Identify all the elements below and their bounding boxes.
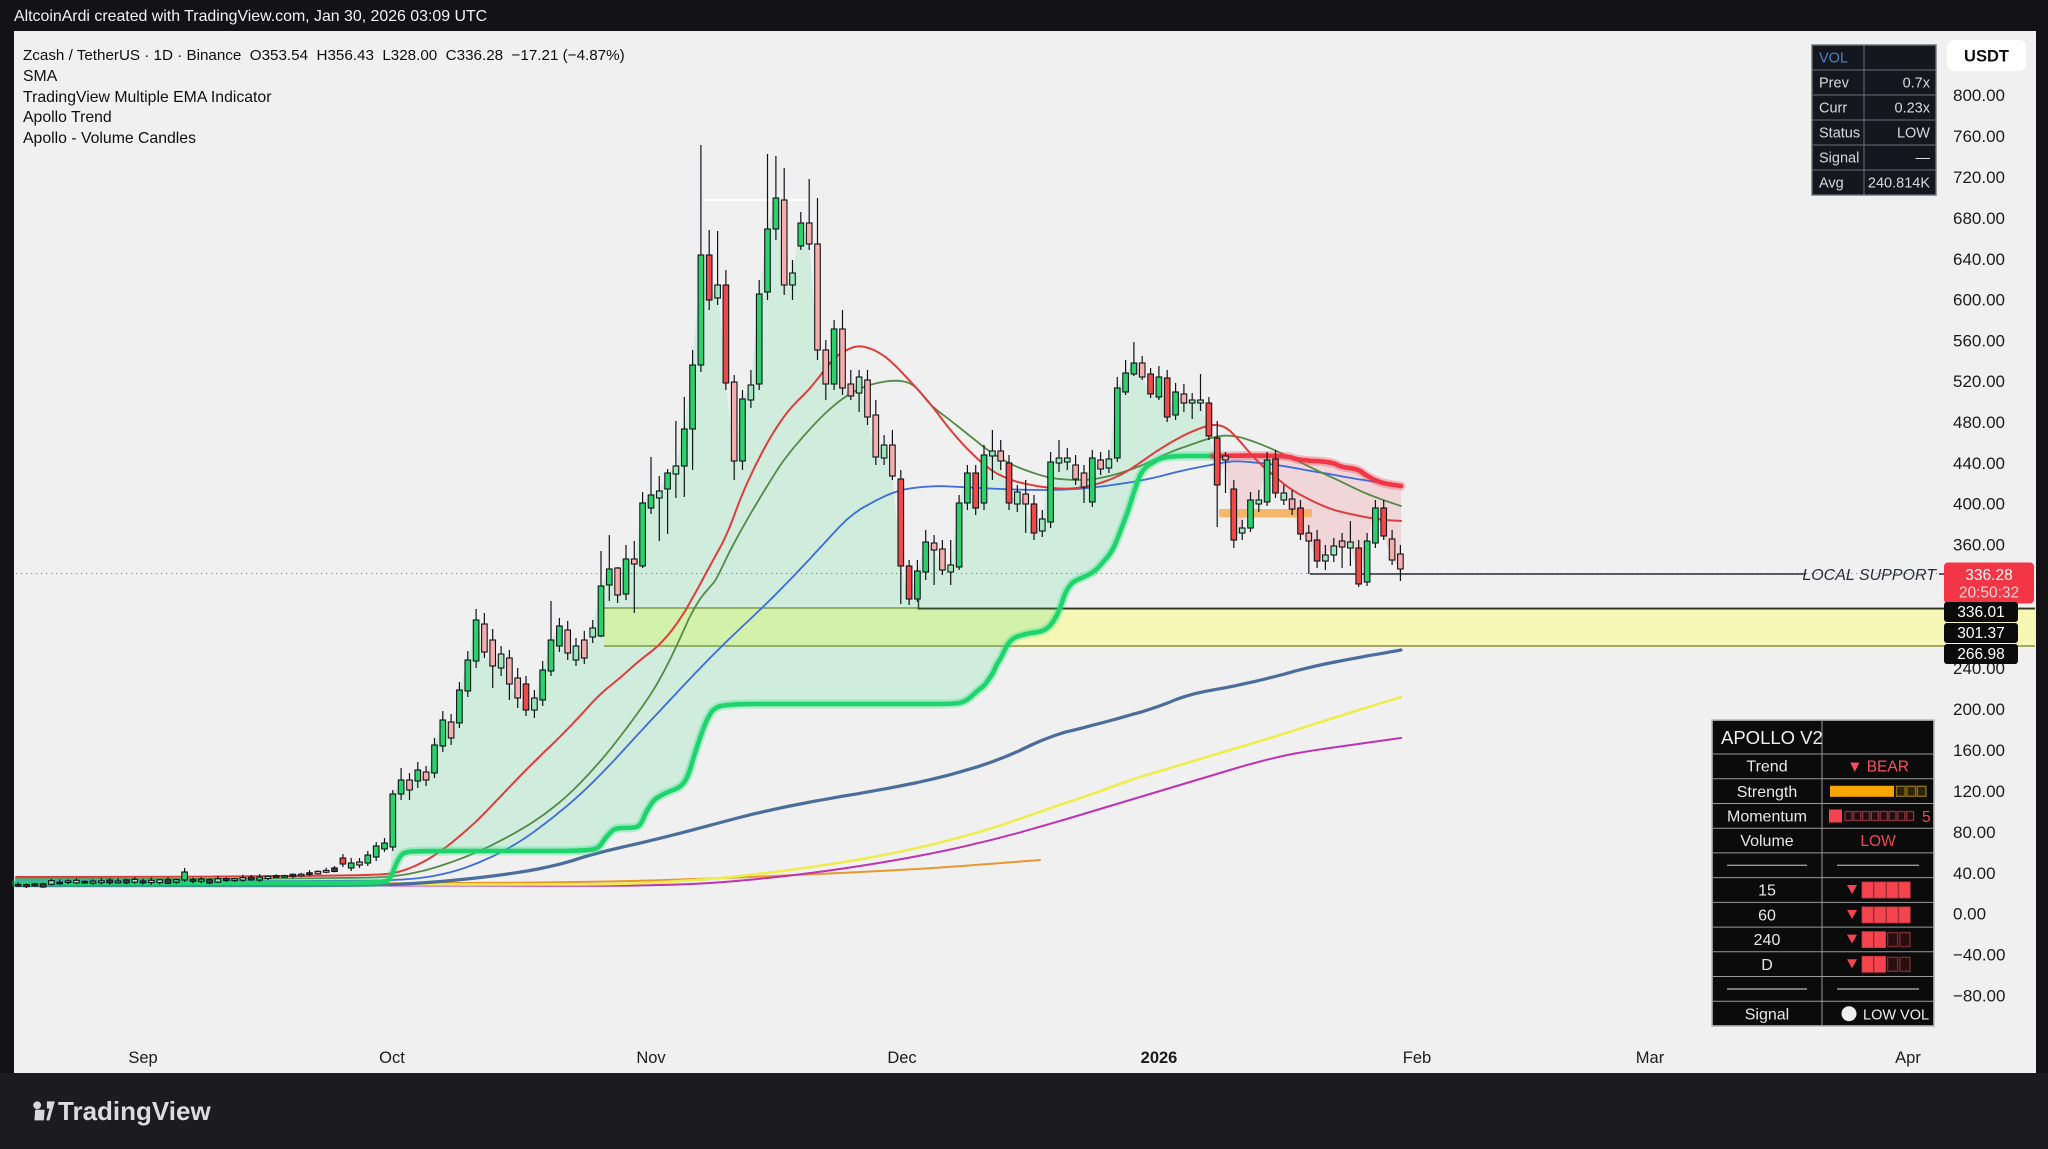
svg-text:TradingView: TradingView [58, 1096, 211, 1126]
svg-text:USDT: USDT [1964, 48, 2009, 66]
svg-text:0.7x: 0.7x [1903, 76, 1931, 92]
svg-text:600.00: 600.00 [1953, 291, 2005, 310]
svg-text:266.98: 266.98 [1957, 646, 2004, 663]
svg-text:336.28: 336.28 [1965, 567, 2012, 584]
svg-text:336.01: 336.01 [1957, 604, 2004, 621]
svg-text:40.00: 40.00 [1953, 864, 1996, 883]
svg-text:Prev: Prev [1819, 76, 1850, 92]
svg-text:Trend: Trend [1746, 759, 1787, 776]
svg-text:VOL: VOL [1819, 51, 1848, 67]
svg-text:560.00: 560.00 [1953, 332, 2005, 351]
svg-text:Zcash / TetherUS · 1D · Binanc: Zcash / TetherUS · 1D · Binance O353.54 … [23, 47, 625, 64]
svg-text:Oct: Oct [379, 1049, 405, 1067]
svg-text:800.00: 800.00 [1953, 86, 2005, 105]
svg-text:LOW: LOW [1860, 833, 1896, 850]
svg-text:D: D [1761, 957, 1773, 974]
svg-text:SMA: SMA [23, 68, 58, 85]
svg-text:Apr: Apr [1895, 1049, 1921, 1067]
svg-text:Curr: Curr [1819, 101, 1847, 117]
svg-text:LOCAL SUPPORT: LOCAL SUPPORT [1802, 567, 1937, 584]
svg-text:Signal: Signal [1819, 151, 1859, 167]
svg-text:Apollo Trend: Apollo Trend [23, 109, 112, 126]
svg-text:80.00: 80.00 [1953, 823, 1996, 842]
svg-text:−40.00: −40.00 [1953, 946, 2005, 965]
svg-text:200.00: 200.00 [1953, 700, 2005, 719]
svg-text:120.00: 120.00 [1953, 782, 2005, 801]
svg-text:—: — [1916, 151, 1931, 167]
svg-text:APOLLO V2: APOLLO V2 [1721, 727, 1823, 748]
svg-text:TradingView Multiple EMA Indic: TradingView Multiple EMA Indicator [23, 89, 271, 106]
svg-text:Dec: Dec [887, 1049, 916, 1067]
svg-text:20:50:32: 20:50:32 [1959, 585, 2019, 602]
svg-text:2026: 2026 [1141, 1049, 1178, 1067]
svg-text:Apollo - Volume Candles: Apollo - Volume Candles [23, 130, 196, 147]
svg-text:160.00: 160.00 [1953, 741, 2005, 760]
svg-text:Feb: Feb [1403, 1049, 1431, 1067]
svg-text:Volume: Volume [1740, 833, 1793, 850]
svg-text:360.00: 360.00 [1953, 536, 2005, 555]
svg-text:60: 60 [1758, 907, 1776, 924]
svg-text:LOW: LOW [1897, 126, 1930, 142]
svg-text:Nov: Nov [636, 1049, 666, 1067]
svg-text:LOW VOL: LOW VOL [1863, 1008, 1929, 1024]
svg-text:Sep: Sep [128, 1049, 157, 1067]
svg-text:240.814K: 240.814K [1868, 176, 1930, 192]
svg-text:−80.00: −80.00 [1953, 987, 2005, 1006]
svg-text:680.00: 680.00 [1953, 209, 2005, 228]
svg-text:0.23x: 0.23x [1895, 101, 1931, 117]
svg-text:440.00: 440.00 [1953, 454, 2005, 473]
svg-text:480.00: 480.00 [1953, 413, 2005, 432]
svg-text:760.00: 760.00 [1953, 127, 2005, 146]
svg-text:520.00: 520.00 [1953, 372, 2005, 391]
svg-text:▼ BEAR: ▼ BEAR [1847, 759, 1909, 776]
svg-text:301.37: 301.37 [1957, 625, 2004, 642]
svg-text:15: 15 [1758, 883, 1776, 900]
svg-text:Mar: Mar [1636, 1049, 1665, 1067]
svg-text:720.00: 720.00 [1953, 168, 2005, 187]
svg-text:Signal: Signal [1745, 1007, 1789, 1024]
svg-text:Status: Status [1819, 126, 1860, 142]
svg-text:Momentum: Momentum [1727, 809, 1807, 826]
svg-text:Strength: Strength [1737, 784, 1797, 801]
svg-text:AltcoinArdi created with Tradi: AltcoinArdi created with TradingView.com… [14, 8, 487, 25]
svg-text:5: 5 [1922, 809, 1931, 826]
svg-text:640.00: 640.00 [1953, 250, 2005, 269]
svg-text:400.00: 400.00 [1953, 495, 2005, 514]
svg-text:Avg: Avg [1819, 176, 1844, 192]
svg-text:0.00: 0.00 [1953, 905, 1986, 924]
svg-text:240: 240 [1754, 932, 1781, 949]
